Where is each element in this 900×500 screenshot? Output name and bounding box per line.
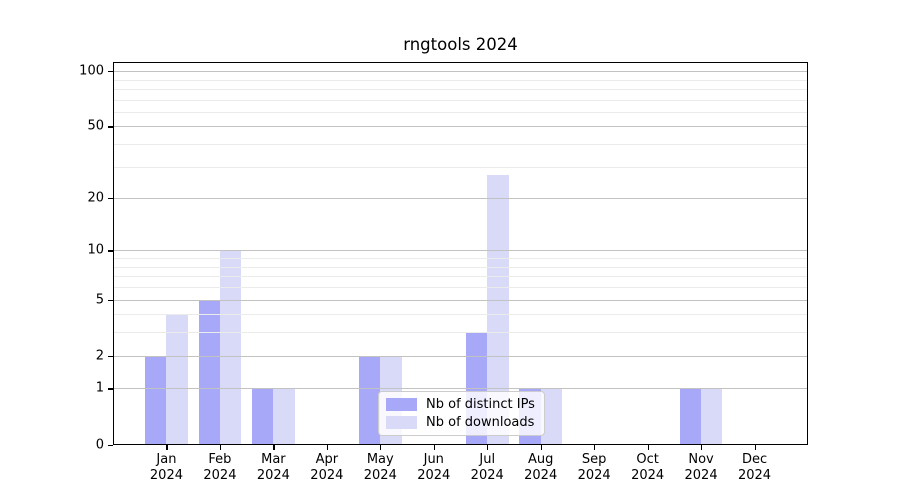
x-tick-label-feb: Feb 2024	[203, 452, 237, 483]
x-tick-label-dec: Dec 2024	[737, 452, 772, 483]
y-tick-label: 50	[87, 118, 104, 134]
y-tick-mark	[108, 299, 113, 301]
y-tick-mark	[108, 126, 113, 128]
x-tick-mark	[540, 445, 542, 450]
y-tick-mark	[108, 444, 113, 446]
y-tick-mark	[108, 250, 113, 252]
bar-downloads-aug	[540, 388, 563, 445]
x-tick-mark	[273, 445, 275, 450]
gridline-minor	[114, 332, 807, 334]
gridline-minor	[114, 287, 807, 289]
y-tick-mark	[108, 355, 113, 357]
gridline-major	[114, 71, 807, 73]
gridline-minor	[114, 258, 807, 260]
gridline-major	[114, 355, 807, 357]
gridline-major	[114, 299, 807, 301]
y-tick-label: 20	[87, 190, 104, 206]
legend-item-distinct-ips: Nb of distinct IPs	[386, 397, 537, 412]
bar-distinct-ips-jan	[145, 355, 167, 445]
x-tick-label-sep: Sep 2024	[577, 452, 611, 483]
legend: Nb of distinct IPs Nb of downloads	[378, 391, 545, 436]
bar-downloads-feb	[219, 250, 242, 445]
gridline-minor	[114, 144, 807, 146]
gridline-major	[114, 250, 807, 252]
gridline-minor	[114, 99, 807, 101]
x-tick-label-jun: Jun 2024	[417, 452, 451, 483]
x-tick-mark	[754, 445, 756, 450]
gridline-minor	[114, 266, 807, 268]
y-tick-label: 5	[95, 292, 104, 308]
y-tick-mark	[108, 71, 113, 73]
x-tick-label-oct: Oct 2024	[631, 452, 665, 483]
chart-title: rngtools 2024	[403, 35, 518, 54]
x-tick-mark	[594, 445, 596, 450]
x-tick-label-aug: Aug 2024	[524, 452, 558, 483]
gridline-minor	[114, 79, 807, 81]
y-tick-label: 2	[95, 348, 104, 364]
y-tick-label: 1	[95, 380, 104, 396]
gridline-minor	[114, 314, 807, 316]
y-tick-mark	[108, 388, 113, 390]
bar-distinct-ips-nov	[679, 388, 702, 445]
y-tick-label: 100	[79, 63, 104, 79]
bar-downloads-jan	[166, 314, 188, 445]
gridline-major	[114, 388, 807, 390]
legend-swatch-downloads	[386, 416, 417, 430]
x-tick-mark	[701, 445, 703, 450]
x-tick-label-jul: Jul 2024	[470, 452, 504, 483]
x-tick-label-jan: Jan 2024	[149, 452, 183, 483]
legend-item-downloads: Nb of downloads	[386, 415, 537, 430]
x-tick-mark	[326, 445, 329, 450]
bar-downloads-mar	[273, 388, 295, 445]
x-tick-mark	[166, 445, 168, 450]
gridline-major	[114, 126, 807, 128]
legend-swatch-distinct-ips	[386, 397, 417, 411]
x-tick-mark	[433, 445, 435, 450]
gridline-minor	[114, 111, 807, 113]
y-tick-mark	[108, 198, 113, 200]
x-tick-mark	[647, 445, 649, 450]
gridline-minor	[114, 166, 807, 168]
x-tick-mark	[219, 445, 222, 450]
bar-downloads-jul	[487, 174, 509, 445]
x-tick-label-may: May 2024	[363, 452, 397, 483]
y-tick-label: 0	[95, 437, 104, 452]
legend-label-downloads: Nb of downloads	[426, 415, 535, 431]
y-tick-label: 10	[87, 242, 104, 258]
legend-label-distinct-ips: Nb of distinct IPs	[426, 396, 535, 412]
bar-downloads-nov	[701, 388, 723, 445]
x-tick-mark	[487, 445, 489, 450]
gridline-major	[114, 198, 807, 200]
x-tick-mark	[380, 445, 382, 450]
gridline-minor	[114, 276, 807, 278]
bar-distinct-ips-may	[358, 355, 381, 445]
x-tick-label-apr: Apr 2024	[310, 452, 344, 483]
bar-distinct-ips-feb	[198, 299, 220, 445]
gridline-minor	[114, 88, 807, 90]
x-tick-label-nov: Nov 2024	[684, 452, 718, 483]
x-tick-label-mar: Mar 2024	[256, 452, 290, 483]
bar-distinct-ips-mar	[252, 388, 274, 445]
